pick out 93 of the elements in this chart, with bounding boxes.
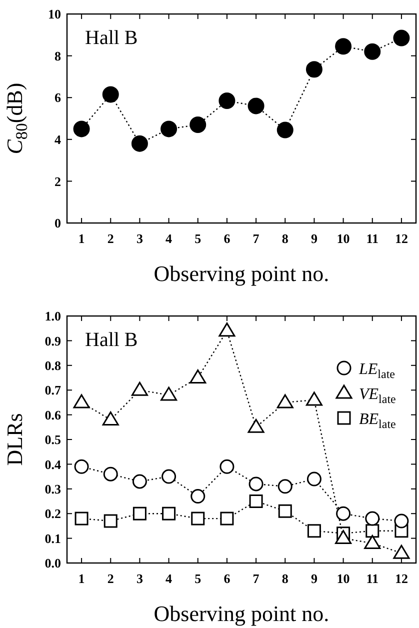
y-tick-label: 0.1 bbox=[44, 530, 61, 546]
y-tick-label: 0.3 bbox=[44, 481, 62, 496]
y-tick-label: 0.9 bbox=[44, 333, 62, 348]
point bbox=[394, 514, 409, 528]
x-tick-label: 5 bbox=[194, 571, 202, 586]
point bbox=[131, 135, 148, 152]
point bbox=[306, 392, 322, 406]
annotation: Hall B bbox=[85, 27, 138, 49]
point bbox=[190, 116, 206, 134]
y-tick-label: 2 bbox=[54, 174, 61, 189]
point bbox=[160, 386, 178, 401]
x-tick-label: 10 bbox=[336, 231, 350, 246]
x-tick-label: 9 bbox=[310, 231, 318, 246]
x-tick-label: 7 bbox=[252, 231, 260, 246]
point bbox=[248, 98, 264, 114]
point bbox=[190, 370, 206, 384]
y-tick-label: 0.8 bbox=[44, 358, 62, 373]
x-tick-label: 8 bbox=[282, 231, 289, 246]
point bbox=[104, 514, 118, 528]
point bbox=[160, 120, 178, 138]
point bbox=[74, 459, 89, 474]
point bbox=[190, 489, 206, 504]
x-tick-label: 10 bbox=[336, 571, 350, 586]
point bbox=[220, 512, 234, 526]
legend-label: BE$_{late}$ bbox=[359, 411, 396, 431]
x-tick-label: 2 bbox=[107, 571, 114, 586]
x-tick-label: 12 bbox=[394, 231, 408, 246]
point bbox=[132, 474, 147, 489]
x-axis-title: Observing point no. bbox=[154, 601, 330, 626]
point bbox=[162, 469, 176, 484]
x-tick-label: 3 bbox=[136, 571, 144, 586]
y-tick-label: 0.6 bbox=[44, 407, 62, 422]
x-tick-label: 11 bbox=[366, 571, 379, 586]
point bbox=[276, 122, 294, 138]
point bbox=[276, 394, 294, 408]
x-tick-label: 8 bbox=[282, 571, 289, 586]
x-tick-label: 9 bbox=[310, 571, 318, 586]
point bbox=[307, 524, 321, 538]
point bbox=[102, 86, 119, 103]
point bbox=[248, 476, 264, 492]
point bbox=[278, 479, 292, 494]
x-tick-label: 2 bbox=[107, 231, 114, 246]
y-tick-label: 4 bbox=[54, 132, 62, 147]
x-tick-label: 1 bbox=[78, 231, 85, 246]
y-tick-label: 10 bbox=[48, 6, 61, 22]
point bbox=[393, 30, 410, 46]
x-tick-label: 12 bbox=[394, 571, 408, 586]
point bbox=[73, 394, 90, 408]
point bbox=[132, 506, 146, 520]
point bbox=[102, 411, 119, 426]
x-tick-label: 4 bbox=[166, 571, 173, 586]
x-tick-label: 6 bbox=[224, 231, 231, 246]
y-tick-label: 0.7 bbox=[44, 382, 62, 398]
x-tick-label: 7 bbox=[252, 571, 260, 586]
x-tick-label: 11 bbox=[366, 231, 379, 246]
point bbox=[218, 322, 236, 337]
x-tick-label: 3 bbox=[136, 231, 144, 246]
point bbox=[220, 459, 234, 474]
point bbox=[365, 511, 380, 526]
y-tick-label: 8 bbox=[54, 48, 62, 64]
point bbox=[162, 506, 176, 520]
x-axis-title: Observing point no. bbox=[154, 261, 330, 286]
point bbox=[366, 524, 380, 538]
y-tick-label: 0.0 bbox=[44, 556, 61, 571]
point bbox=[306, 472, 322, 486]
point bbox=[278, 504, 292, 518]
annotation: Hall B bbox=[85, 329, 138, 351]
point bbox=[73, 120, 90, 138]
point bbox=[191, 512, 205, 526]
y-tick-label: 1.0 bbox=[44, 308, 61, 324]
point bbox=[335, 530, 352, 544]
y-tick-label: 0.4 bbox=[44, 456, 62, 472]
point bbox=[335, 38, 352, 55]
x-tick-label: 1 bbox=[78, 571, 85, 586]
x-tick-label: 5 bbox=[194, 231, 202, 246]
x-tick-label: 6 bbox=[224, 571, 231, 586]
y-tick-label: 0 bbox=[54, 216, 61, 231]
y-axis-title: DLRs bbox=[2, 413, 27, 466]
point bbox=[131, 382, 148, 396]
point bbox=[103, 466, 118, 482]
point bbox=[74, 512, 88, 526]
point bbox=[248, 418, 264, 433]
point bbox=[218, 92, 236, 109]
point bbox=[336, 506, 351, 521]
y-tick-label: 0.2 bbox=[44, 506, 61, 522]
y-tick-label: 0.5 bbox=[44, 432, 62, 448]
legend-label: VE$_{late}$ bbox=[359, 386, 396, 406]
point bbox=[249, 494, 263, 508]
y-tick-label: 6 bbox=[54, 90, 62, 106]
x-tick-label: 4 bbox=[166, 231, 173, 246]
point bbox=[306, 61, 322, 78]
legend-label: LE$_{late}$ bbox=[358, 361, 395, 381]
point bbox=[364, 43, 381, 60]
